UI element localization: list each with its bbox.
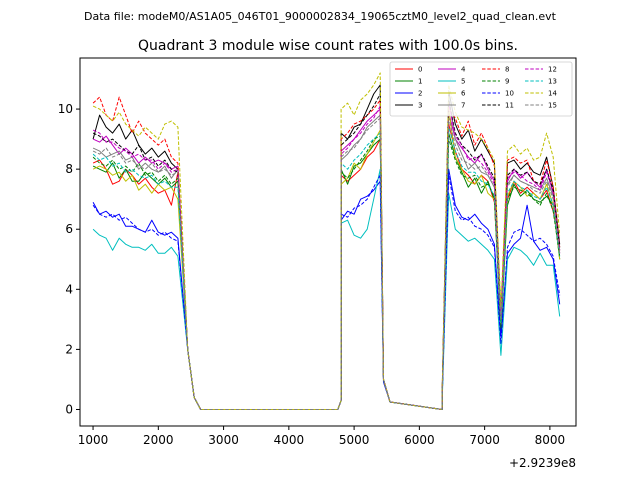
series-line-3 bbox=[92, 84, 561, 410]
legend-label: 6 bbox=[461, 90, 466, 98]
x-tick-label: 3000 bbox=[208, 433, 239, 447]
y-tick-label: 6 bbox=[65, 222, 73, 236]
x-offset-label: +2.9239e8 bbox=[509, 456, 576, 470]
legend-label: 14 bbox=[548, 90, 557, 98]
legend-label: 4 bbox=[461, 66, 466, 74]
series-line-9 bbox=[92, 135, 561, 410]
series-line-14 bbox=[92, 72, 561, 410]
legend-label: 10 bbox=[505, 90, 514, 98]
x-tick-label: 6000 bbox=[404, 433, 435, 447]
x-tick-label: 2000 bbox=[143, 433, 174, 447]
legend-label: 7 bbox=[461, 102, 465, 110]
legend-label: 3 bbox=[418, 102, 422, 110]
x-tick-label: 8000 bbox=[535, 433, 566, 447]
y-tick-label: 4 bbox=[65, 282, 73, 296]
y-axis: 0 2 4 6 8 10 bbox=[58, 102, 80, 416]
series-line-5 bbox=[92, 168, 561, 410]
x-tick-label: 1000 bbox=[78, 433, 109, 447]
legend-label: 0 bbox=[418, 66, 422, 74]
series-line-13 bbox=[92, 126, 561, 410]
x-tick-label: 7000 bbox=[469, 433, 500, 447]
x-axis: 1000 2000 3000 4000 5000 6000 7000 8000 bbox=[78, 426, 565, 447]
series-line-8 bbox=[92, 96, 561, 410]
series-line-12 bbox=[92, 102, 561, 410]
series-line-10 bbox=[92, 174, 561, 410]
legend-label: 1 bbox=[418, 78, 422, 86]
legend-label: 5 bbox=[461, 78, 465, 86]
series-line-11 bbox=[92, 93, 561, 410]
legend-label: 11 bbox=[505, 102, 514, 110]
y-tick-label: 2 bbox=[65, 342, 73, 356]
chart-title: Quadrant 3 module wise count rates with … bbox=[138, 38, 518, 54]
plot-frame bbox=[79, 57, 577, 427]
legend-label: 12 bbox=[548, 66, 557, 74]
series-line-0 bbox=[92, 123, 561, 410]
legend-label: 15 bbox=[548, 102, 557, 110]
legend-label: 8 bbox=[505, 66, 509, 74]
series-layer bbox=[92, 72, 561, 410]
x-tick-label: 4000 bbox=[274, 433, 305, 447]
legend-frame bbox=[389, 61, 573, 117]
series-line-7 bbox=[92, 96, 561, 410]
legend-label: 2 bbox=[418, 90, 422, 98]
y-tick-label: 8 bbox=[65, 162, 73, 176]
legend-label: 13 bbox=[548, 78, 557, 86]
y-tick-label: 10 bbox=[58, 102, 73, 116]
series-line-6 bbox=[92, 108, 561, 410]
x-tick-label: 5000 bbox=[339, 433, 370, 447]
y-tick-label: 0 bbox=[65, 402, 73, 416]
series-line-4 bbox=[92, 108, 561, 410]
legend-label: 9 bbox=[505, 78, 509, 86]
series-line-15 bbox=[92, 117, 561, 410]
suptitle: Data file: modeM0/AS1A05_046T01_90000028… bbox=[84, 10, 557, 23]
